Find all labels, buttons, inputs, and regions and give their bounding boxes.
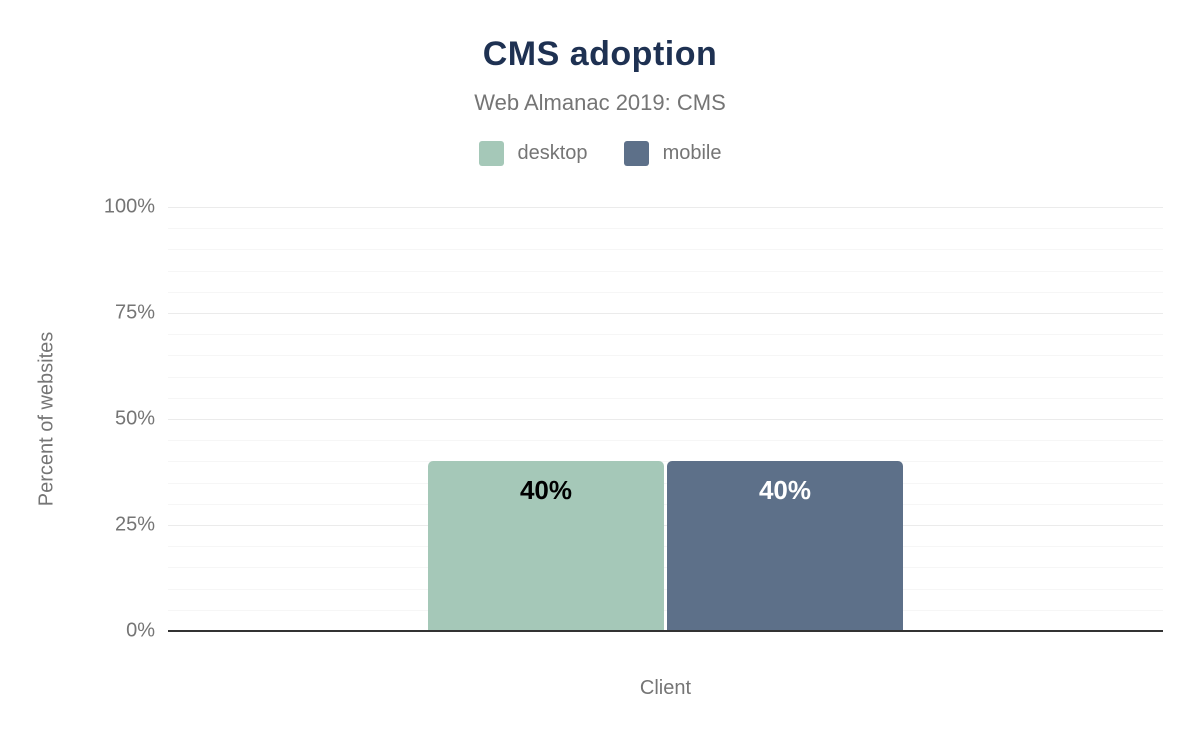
gridline: [168, 228, 1163, 230]
gridline: [168, 397, 1163, 399]
legend-label: desktop: [517, 142, 588, 164]
gridline: [168, 440, 1163, 442]
gridline: [168, 249, 1163, 251]
y-tick-label: 0%: [126, 619, 155, 642]
gridline: [168, 482, 1163, 484]
gridline: [168, 609, 1163, 611]
gridline: [168, 334, 1163, 336]
x-axis-line: [168, 630, 1163, 632]
bar-mobile: 40%: [667, 461, 903, 631]
bar-value-label-desktop: 40%: [519, 475, 573, 506]
legend-label: mobile: [662, 142, 722, 164]
gridline: [168, 313, 1163, 314]
gridline: [168, 461, 1163, 463]
y-tick-label: 50%: [114, 407, 155, 430]
bar-desktop: 40%: [428, 461, 664, 631]
gridline: [168, 270, 1163, 272]
gridline: [168, 355, 1163, 357]
y-tick-label: 75%: [114, 301, 155, 324]
gridline: [168, 207, 1163, 208]
gridline: [168, 376, 1163, 378]
x-axis-title: Client: [639, 677, 692, 699]
legend-swatch-icon: [478, 141, 504, 166]
gridline: [168, 546, 1163, 548]
gridline: [168, 567, 1163, 569]
bar-value-label-mobile: 40%: [758, 475, 812, 506]
chart-legend: desktop mobile: [0, 141, 1200, 166]
legend-item-desktop: desktop: [478, 141, 588, 166]
y-tick-label: 25%: [114, 513, 155, 536]
gridline: [168, 503, 1163, 505]
chart-title: CMS adoption: [482, 35, 718, 73]
y-axis-tick-labels: 0% 25% 50% 75% 100%: [0, 196, 155, 642]
y-tick-label: 100%: [103, 195, 155, 218]
gridline: [168, 588, 1163, 590]
gridline: [168, 525, 1163, 526]
legend-item-mobile: mobile: [623, 141, 722, 166]
plot-area: 40% 40%: [168, 207, 1163, 632]
gridline: [168, 419, 1163, 420]
gridline: [168, 291, 1163, 293]
legend-swatch-icon: [623, 141, 649, 166]
chart-subtitle: Web Almanac 2019: CMS: [474, 90, 726, 115]
